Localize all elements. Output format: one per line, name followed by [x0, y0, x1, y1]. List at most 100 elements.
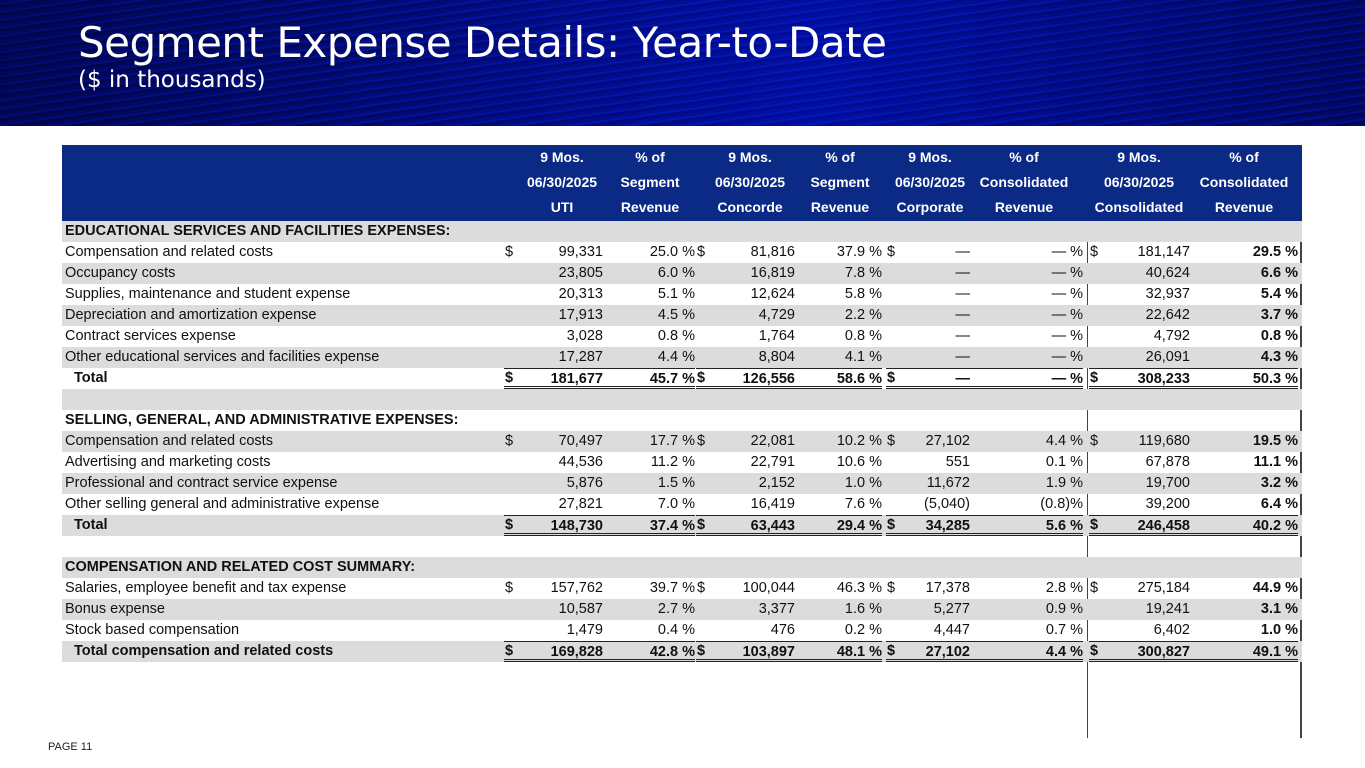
- section-header: COMPENSATION AND RELATED COST SUMMARY:: [62, 557, 1302, 578]
- amount-cell: 476: [770, 622, 795, 638]
- percent-cell: 11.2 %: [650, 454, 695, 470]
- dollar-sign: $: [1090, 433, 1099, 449]
- amount-cell: 308,233: [1089, 368, 1190, 389]
- amount-cell: 5,277: [933, 601, 970, 617]
- percent-cell: — %: [1051, 307, 1083, 323]
- column-header: 9 Mos.: [1117, 149, 1161, 165]
- amount-cell: 6,402: [1153, 622, 1190, 638]
- percent-cell: 19.5 %: [1252, 433, 1298, 449]
- amount-cell: 181,147: [1137, 244, 1190, 260]
- percent-cell: 29.4 %: [795, 515, 882, 536]
- amount-cell: 100,044: [742, 580, 795, 596]
- dollar-sign: $: [505, 580, 514, 596]
- amount-cell: 17,287: [558, 349, 603, 365]
- page-number: PAGE 11: [48, 741, 93, 753]
- amount-cell: 12,624: [750, 286, 795, 302]
- dollar-sign: $: [887, 517, 896, 533]
- amount-cell: 11,672: [926, 475, 970, 491]
- amount-cell: 119,680: [1138, 433, 1190, 449]
- row-label: Other educational services and facilitie…: [65, 349, 380, 365]
- amount-cell: 3,028: [566, 328, 603, 344]
- percent-cell: 46.3 %: [836, 580, 882, 596]
- dollar-sign: $: [505, 517, 514, 533]
- percent-cell: 45.7 %: [603, 368, 695, 389]
- dollar-sign: $: [505, 244, 514, 260]
- percent-cell: 0.8 %: [1260, 328, 1298, 344]
- column-header: 9 Mos.: [540, 149, 584, 165]
- percent-cell: — %: [1051, 286, 1083, 302]
- percent-cell: 0.9 %: [1045, 601, 1083, 617]
- row-label: Supplies, maintenance and student expens…: [65, 286, 351, 302]
- dollar-sign: $: [1090, 580, 1099, 596]
- column-header: Revenue: [1214, 199, 1274, 215]
- page-subtitle: ($ in thousands): [78, 67, 266, 93]
- percent-cell: — %: [1051, 265, 1083, 281]
- amount-cell: 19,241: [1145, 601, 1190, 617]
- section-header: EDUCATIONAL SERVICES AND FACILITIES EXPE…: [62, 221, 1302, 242]
- amount-cell: —: [955, 328, 971, 344]
- amount-cell: 23,805: [558, 265, 603, 281]
- amount-cell: 246,458: [1089, 515, 1190, 536]
- percent-cell: 3.2 %: [1260, 475, 1298, 491]
- amount-cell: 1,479: [566, 622, 603, 638]
- amount-cell: 16,819: [750, 265, 795, 281]
- amount-cell: 19,700: [1145, 475, 1190, 491]
- column-header: % of: [825, 149, 855, 165]
- column-header: 06/30/2025: [714, 174, 786, 190]
- table-header: 9 Mos. % of 9 Mos. % of 9 Mos. % of 9 Mos. % of…: [62, 145, 1302, 221]
- amount-cell: 22,791: [750, 454, 795, 470]
- row-label: Stock based compensation: [65, 622, 240, 638]
- percent-cell: 2.8 %: [1045, 580, 1083, 596]
- amount-cell: 8,804: [758, 349, 795, 365]
- percent-cell: 6.6 %: [1260, 265, 1298, 281]
- percent-cell: 1.6 %: [844, 601, 882, 617]
- percent-cell: 3.1 %: [1260, 601, 1298, 617]
- dollar-sign: $: [697, 433, 706, 449]
- row-label: Professional and contract service expens…: [65, 475, 338, 491]
- row-label: Depreciation and amortization expense: [65, 307, 317, 323]
- column-header: Consolidated: [979, 174, 1069, 190]
- amount-cell: 157,762: [550, 580, 603, 596]
- row-label: Total: [74, 517, 108, 533]
- amount-cell: 16,419: [750, 496, 795, 512]
- percent-cell: 40.2 %: [1190, 515, 1298, 536]
- dollar-sign: $: [697, 580, 706, 596]
- column-header: UTI: [550, 199, 574, 215]
- spacer-row: [62, 536, 1302, 557]
- percent-cell: 6.0 %: [657, 265, 695, 281]
- percent-cell: 10.2 %: [836, 433, 882, 449]
- table-row: Compensation and related costs 99,331 25.0…: [62, 242, 1302, 263]
- percent-cell: 50.3 %: [1190, 368, 1298, 389]
- amount-cell: 103,897: [696, 641, 795, 662]
- percent-cell: 2.2 %: [844, 307, 882, 323]
- percent-cell: 4.4 %: [1045, 433, 1083, 449]
- percent-cell: 29.5 %: [1252, 244, 1298, 260]
- amount-cell: 1,764: [758, 328, 795, 344]
- dollar-sign: $: [887, 370, 896, 386]
- dollar-sign: $: [697, 244, 706, 260]
- column-header: Concorde: [717, 199, 783, 215]
- row-label: Other selling general and administrative…: [65, 496, 380, 512]
- amount-cell: 27,821: [558, 496, 603, 512]
- dollar-sign: $: [697, 370, 706, 386]
- percent-cell: 3.7 %: [1260, 307, 1298, 323]
- amount-cell: 10,587: [558, 601, 603, 617]
- amount-cell: —: [955, 307, 971, 323]
- column-header: 06/30/2025: [1103, 174, 1175, 190]
- percent-cell: 0.8 %: [657, 328, 695, 344]
- segment-expense-table: 9 Mos. % of 9 Mos. % of 9 Mos. % of 9 Mos. % of…: [62, 145, 1302, 738]
- percent-cell: 5.1 %: [657, 286, 695, 302]
- percent-cell: 7.6 %: [844, 496, 882, 512]
- amount-cell: —: [886, 368, 970, 389]
- percent-cell: 4.4 %: [657, 349, 695, 365]
- amount-cell: 551: [945, 454, 970, 470]
- row-label: Total compensation and related costs: [74, 643, 334, 659]
- column-header: 9 Mos.: [728, 149, 772, 165]
- amount-cell: 70,497: [558, 433, 603, 449]
- amount-cell: 148,730: [504, 515, 603, 536]
- dollar-sign: $: [505, 370, 514, 386]
- percent-cell: 1.9 %: [1045, 475, 1083, 491]
- dollar-sign: $: [505, 643, 514, 659]
- column-header: Corporate: [896, 199, 964, 215]
- dollar-sign: $: [1090, 370, 1099, 386]
